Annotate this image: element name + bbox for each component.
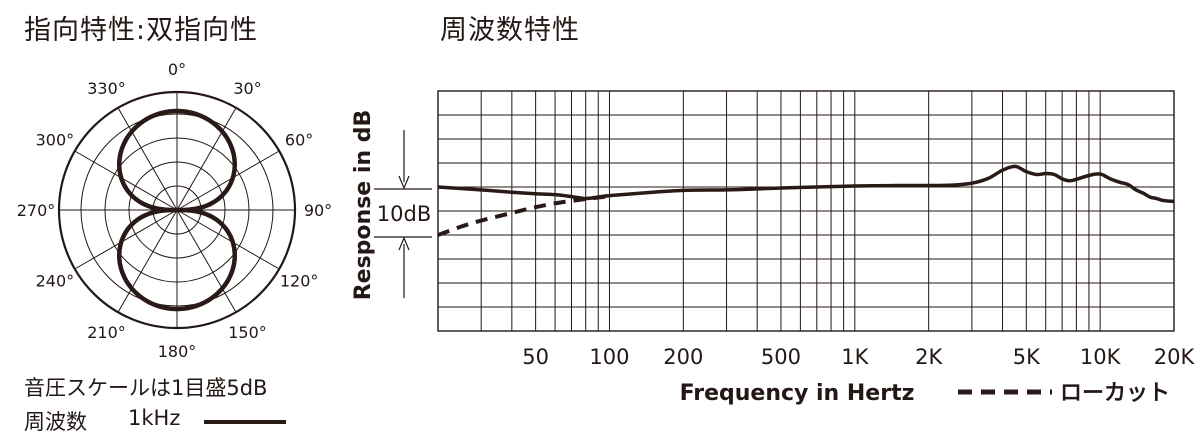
- x-tick-label: 5K: [1013, 345, 1041, 369]
- polar-angle-label: 60°: [285, 131, 313, 150]
- polar-grid-spoke: [117, 209, 178, 313]
- polar-scale-note: 音圧スケールは1目盛5dB: [24, 376, 268, 400]
- x-tick-label: 500: [761, 345, 801, 369]
- legend-label-lowcut: ローカット: [1060, 381, 1170, 406]
- frequency-response-chart: 50 100 200 500 1K 2K 5K 10K 20K 10dB Response in…: [351, 90, 1195, 406]
- x-tick-label: 2K: [915, 345, 943, 369]
- polar-grid-spoke: [176, 209, 237, 313]
- x-axis-label: Frequency in Hertz: [680, 381, 915, 406]
- x-tick-label: 10K: [1080, 345, 1122, 369]
- plot-frame: [437, 90, 1175, 332]
- polar-angle-label: 210°: [87, 323, 126, 342]
- polar-angle-label: 240°: [36, 272, 75, 291]
- polar-grid-spoke: [74, 150, 178, 211]
- polar-angle-label: 30°: [233, 79, 261, 98]
- polar-freq-value: 1kHz: [128, 406, 181, 430]
- polar-chart: 0° 30° 60° 90° 120° 150° 180° 210° 240° 270° 300° 3…: [17, 60, 332, 361]
- polar-legend-swatch: [204, 420, 286, 424]
- polar-angle-label: 270°: [17, 201, 56, 220]
- frequency-chart-title: 周波数特性: [440, 15, 580, 46]
- x-tick-label: 100: [589, 345, 629, 369]
- polar-angle-label: 180°: [158, 342, 197, 361]
- polar-angle-labels: 0° 30° 60° 90° 120° 150° 180° 210° 240° 270° 300° 3…: [17, 60, 332, 361]
- y-axis-label: Response in dB: [351, 110, 376, 301]
- db-scale-indicator: 10dB: [374, 130, 432, 298]
- series-line-lowcut: [437, 194, 610, 237]
- polar-grid-spoke: [74, 209, 178, 270]
- polar-freq-label: 周波数: [24, 410, 87, 434]
- polar-angle-label: 150°: [228, 323, 267, 342]
- polar-angle-label: 90°: [304, 201, 332, 220]
- db-scale-label: 10dB: [377, 202, 431, 226]
- polar-grid-spoke: [176, 209, 280, 270]
- polar-angle-label: 300°: [36, 131, 75, 150]
- polar-angle-label: 0°: [168, 60, 186, 79]
- polar-grid-spoke: [117, 107, 178, 211]
- series-line-response: [437, 164, 1175, 204]
- frequency-grid: [437, 90, 1175, 332]
- frequency-tick-labels: 50 100 200 500 1K 2K 5K 10K 20K: [522, 345, 1195, 369]
- x-tick-label: 200: [663, 345, 703, 369]
- x-tick-label: 50: [522, 345, 549, 369]
- polar-pattern-curve: [116, 108, 238, 312]
- polar-chart-title: 指向特性:双指向性: [24, 15, 259, 46]
- polar-grid-spoke: [176, 150, 280, 211]
- polar-angle-label: 120°: [280, 272, 319, 291]
- x-tick-label: 1K: [841, 345, 869, 369]
- x-tick-label: 20K: [1154, 345, 1196, 369]
- legend: ローカット: [958, 381, 1170, 406]
- polar-grid-spoke: [176, 107, 237, 211]
- polar-angle-label: 330°: [87, 79, 126, 98]
